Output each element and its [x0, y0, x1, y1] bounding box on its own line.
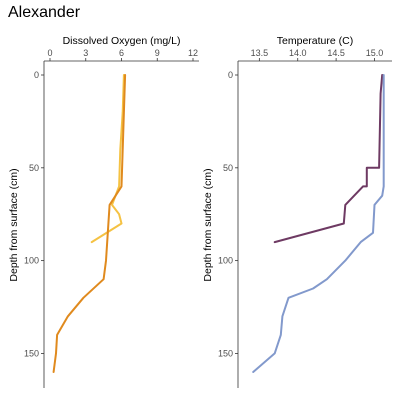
y-tick-label: 100 [218, 256, 233, 266]
series-line-2-1 [273, 74, 384, 244]
x-tick-label: 3 [83, 48, 88, 58]
y-tick-label: 100 [24, 256, 39, 266]
y-tick-label: 50 [29, 163, 39, 173]
x-tick-label: 12 [188, 48, 198, 58]
y-tick-label: 0 [34, 70, 39, 80]
page-title: Alexander [8, 4, 81, 21]
x-tick-label: 6 [119, 48, 124, 58]
x-tick-label: 9 [155, 48, 160, 58]
x-axis-title: Temperature (C) [277, 35, 353, 47]
series-line-1-2 [52, 74, 127, 373]
y-tick-label: 50 [223, 163, 233, 173]
y-tick-label: 150 [218, 348, 233, 358]
y-tick-label: 0 [228, 70, 233, 80]
x-axis-title: Dissolved Oxygen (mg/L) [63, 35, 181, 47]
series-line-2-2 [252, 74, 385, 373]
x-tick-label: 15.0 [366, 48, 384, 58]
x-tick-label: 14.5 [327, 48, 345, 58]
y-tick-label: 150 [24, 348, 39, 358]
x-tick-label: 13.5 [251, 48, 269, 58]
series-line-1-1 [90, 74, 125, 244]
x-tick-label: 14.0 [289, 48, 307, 58]
y-axis-title: Depth from surface (cm) [8, 168, 20, 281]
y-axis-title: Depth from surface (cm) [202, 168, 214, 281]
x-tick-label: 0 [47, 48, 52, 58]
